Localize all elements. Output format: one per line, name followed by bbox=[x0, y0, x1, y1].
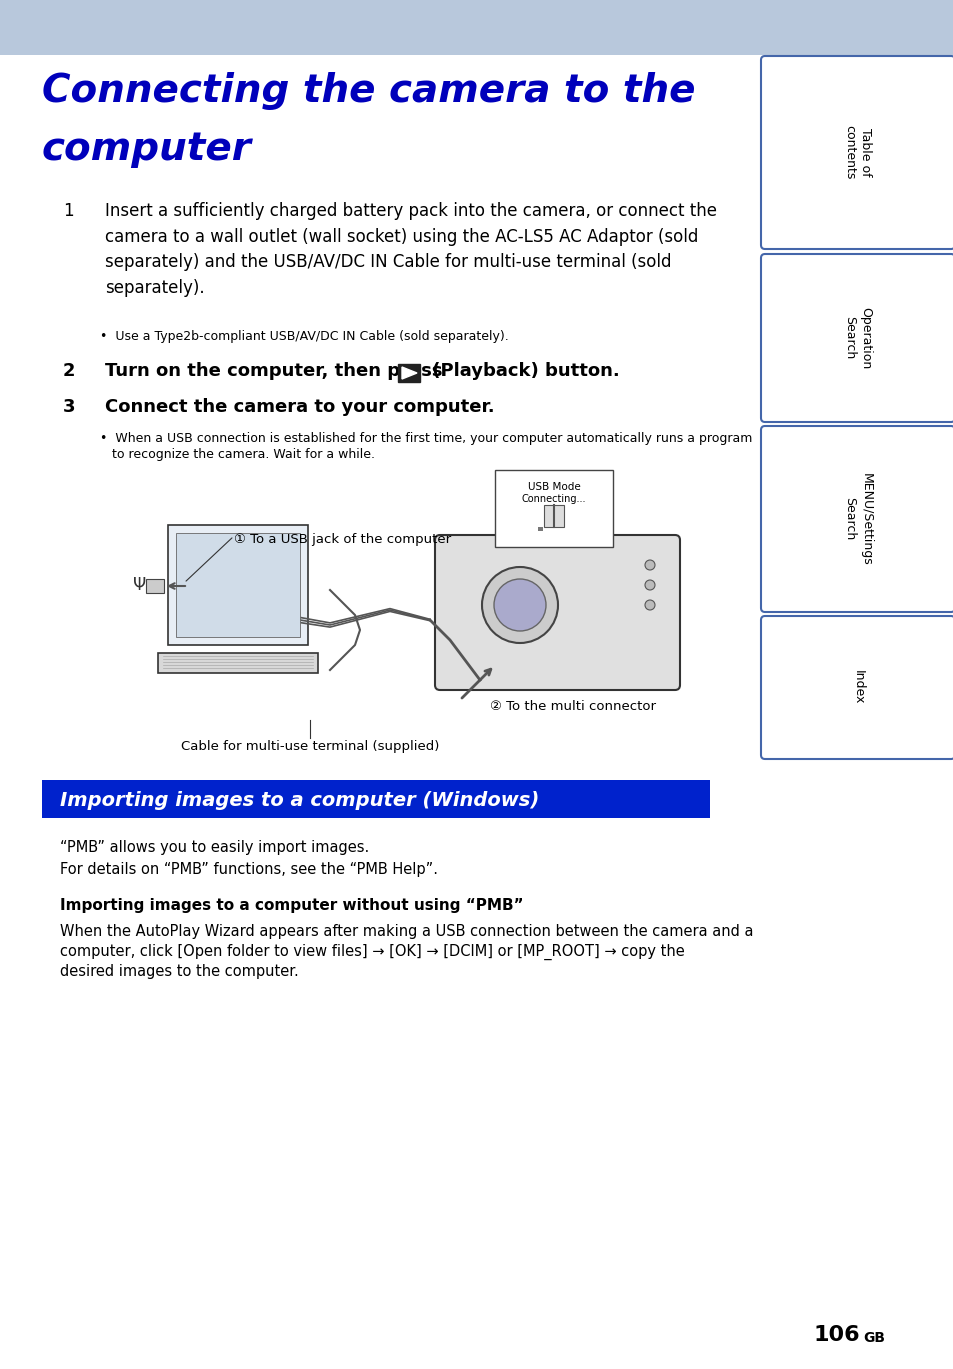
Text: Importing images to a computer (Windows): Importing images to a computer (Windows) bbox=[60, 791, 538, 810]
Text: “PMB” allows you to easily import images.: “PMB” allows you to easily import images… bbox=[60, 841, 369, 856]
Bar bbox=[42, 780, 709, 819]
Text: For details on “PMB” functions, see the “PMB Help”.: For details on “PMB” functions, see the … bbox=[60, 862, 437, 878]
Text: Ψ: Ψ bbox=[133, 576, 147, 594]
Text: 3: 3 bbox=[63, 398, 75, 416]
Polygon shape bbox=[401, 367, 416, 379]
FancyBboxPatch shape bbox=[760, 426, 953, 612]
FancyBboxPatch shape bbox=[760, 616, 953, 758]
Circle shape bbox=[494, 579, 545, 631]
Bar bbox=[537, 527, 542, 531]
Bar bbox=[543, 505, 563, 527]
Text: Turn on the computer, then press: Turn on the computer, then press bbox=[105, 361, 448, 381]
Text: Importing images to a computer without using “PMB”: Importing images to a computer without u… bbox=[60, 898, 523, 913]
Bar bbox=[175, 533, 299, 637]
FancyBboxPatch shape bbox=[760, 255, 953, 422]
Bar bbox=[146, 579, 164, 593]
FancyBboxPatch shape bbox=[435, 535, 679, 690]
Text: computer: computer bbox=[42, 130, 252, 168]
Text: Connecting the camera to the: Connecting the camera to the bbox=[42, 73, 695, 110]
Text: (Playback) button.: (Playback) button. bbox=[426, 361, 619, 381]
Text: to recognize the camera. Wait for a while.: to recognize the camera. Wait for a whil… bbox=[112, 448, 375, 461]
Text: When the AutoPlay Wizard appears after making a USB connection between the camer: When the AutoPlay Wizard appears after m… bbox=[60, 924, 753, 939]
Circle shape bbox=[481, 567, 558, 643]
Text: •  When a USB connection is established for the first time, your computer automa: • When a USB connection is established f… bbox=[100, 433, 752, 445]
Polygon shape bbox=[168, 524, 308, 645]
Text: 2: 2 bbox=[63, 361, 75, 381]
Text: Insert a sufficiently charged battery pack into the camera, or connect the
camer: Insert a sufficiently charged battery pa… bbox=[105, 203, 717, 297]
Text: Index: Index bbox=[851, 671, 863, 705]
Text: ② To the multi connector: ② To the multi connector bbox=[490, 700, 656, 713]
Text: computer, click [Open folder to view files] → [OK] → [DCIM] or [MP_ROOT] → copy : computer, click [Open folder to view fil… bbox=[60, 945, 684, 960]
Circle shape bbox=[644, 600, 655, 611]
Circle shape bbox=[644, 580, 655, 590]
Text: MENU/Settings
Search: MENU/Settings Search bbox=[842, 472, 872, 565]
Bar bbox=[495, 470, 613, 548]
Text: desired images to the computer.: desired images to the computer. bbox=[60, 964, 298, 979]
Bar bbox=[397, 364, 419, 382]
Text: Operation
Search: Operation Search bbox=[842, 307, 872, 370]
FancyBboxPatch shape bbox=[760, 56, 953, 249]
Polygon shape bbox=[158, 653, 317, 674]
Text: ① To a USB jack of the computer: ① To a USB jack of the computer bbox=[233, 533, 451, 546]
Bar bbox=[0, 0, 953, 55]
Text: Connecting...: Connecting... bbox=[521, 494, 586, 504]
Text: USB Mode: USB Mode bbox=[527, 482, 579, 491]
Text: Connect the camera to your computer.: Connect the camera to your computer. bbox=[105, 398, 494, 416]
Text: 106: 106 bbox=[813, 1325, 859, 1344]
Text: •  Use a Type2b-compliant USB/AV/DC IN Cable (sold separately).: • Use a Type2b-compliant USB/AV/DC IN Ca… bbox=[100, 330, 508, 344]
Text: Table of
contents: Table of contents bbox=[842, 126, 872, 179]
Text: 1: 1 bbox=[63, 203, 73, 220]
Text: Cable for multi-use terminal (supplied): Cable for multi-use terminal (supplied) bbox=[181, 741, 438, 753]
Circle shape bbox=[644, 560, 655, 570]
Text: GB: GB bbox=[862, 1331, 884, 1344]
